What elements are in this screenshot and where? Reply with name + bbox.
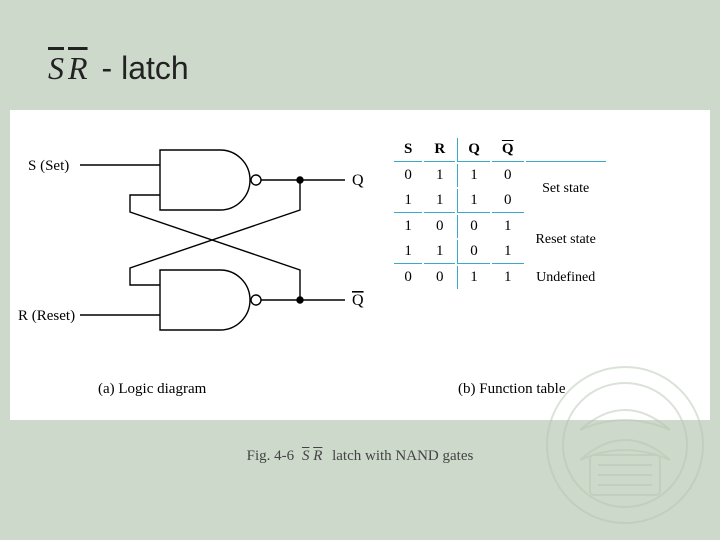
watermark-icon [540,360,710,530]
state-undefined: Undefined [526,266,606,289]
label-r-reset: R (Reset) [18,308,75,324]
label-qbar: Q [352,292,364,309]
col-qbar: Q [492,138,524,162]
col-r: R [424,138,455,162]
fig-suffix: latch with NAND gates [332,448,473,464]
caption-logic-diagram: (a) Logic diagram [98,381,206,398]
label-s-set: S (Set) [28,158,69,174]
state-set: Set state [526,164,606,213]
table-header-row: S R Q Q [394,138,606,162]
title-sbar: S [48,50,64,87]
fig-prefix: Fig. 4-6 [247,448,295,464]
slide: S R - latch [0,0,720,540]
slide-title: S R - latch [48,50,189,87]
col-q: Q [457,138,490,162]
truth-table: S R Q Q 0 1 1 0 Set state 1 1 1 [392,136,608,291]
title-suffix: - latch [102,50,189,87]
table-row: 0 1 1 0 Set state [394,164,606,187]
col-s: S [394,138,422,162]
table-row: 1 0 0 1 Reset state [394,215,606,238]
label-q: Q [352,172,364,189]
state-reset: Reset state [526,215,606,264]
fig-rbar: R [313,448,322,464]
fig-sbar: S [302,448,310,464]
table-row: 0 0 1 1 Undefined [394,266,606,289]
logic-diagram-svg: S (Set) R (Reset) Q Q [10,110,380,420]
title-rbar: R [68,50,88,87]
logic-diagram: S (Set) R (Reset) Q Q (a) Logic diagram [10,110,380,420]
